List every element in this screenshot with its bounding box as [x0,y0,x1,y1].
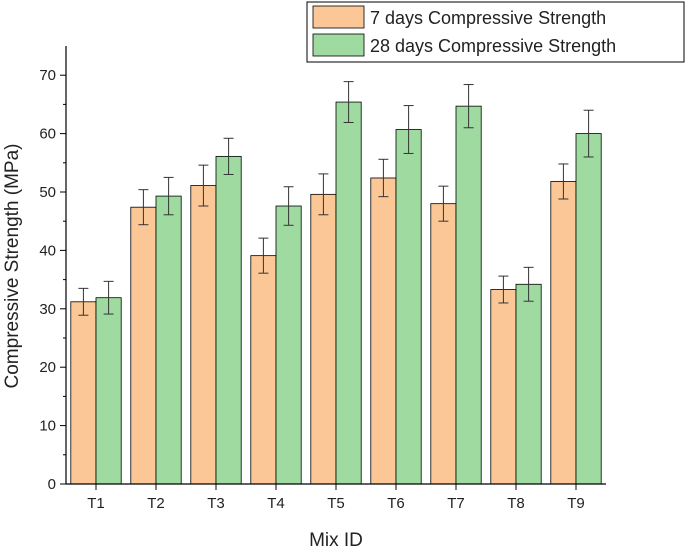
error-bars-layer [78,81,594,316]
x-tick-label-t5: T5 [327,495,345,512]
bar-t8-28-days-compressive-strength [515,283,542,485]
ticks-layer: T1 T2 T3 T4 T5 T6 T7 T8 T9 0 10 20 30 40 50 60 70 [39,67,584,512]
bar-t4-28-days-compressive-strength [275,205,302,485]
error-bar-t8-28-days-compressive-strength [523,266,534,302]
x-tick-label-t3: T3 [207,495,225,512]
bar-t8-7-days-compressive-strength [490,289,517,485]
legend-swatch-28-days [312,33,365,57]
error-bar-t1-7-days-compressive-strength [78,287,89,316]
bar-t6-7-days-compressive-strength [370,177,397,485]
error-bar-t4-7-days-compressive-strength [258,237,269,274]
bar-t2-28-days-compressive-strength [155,195,182,485]
error-bar-t7-7-days-compressive-strength [438,185,449,222]
error-bar-t4-28-days-compressive-strength [283,186,294,226]
bar-t9-28-days-compressive-strength [575,133,602,485]
bar-t2-7-days-compressive-strength [130,206,157,485]
legend-label-7-days: 7 days Compressive Strength [370,8,606,28]
y-tick-label-0: 0 [48,476,56,493]
error-bar-t9-28-days-compressive-strength [583,109,594,158]
error-bar-t5-7-days-compressive-strength [318,173,329,216]
y-tick-label-50: 50 [39,184,56,201]
x-tick-label-t9: T9 [567,495,585,512]
x-tick-label-t6: T6 [387,495,405,512]
bar-t6-28-days-compressive-strength [395,129,422,485]
error-bar-t3-28-days-compressive-strength [223,137,234,175]
bars-layer [70,101,602,485]
bar-t5-7-days-compressive-strength [310,193,337,485]
bar-t3-28-days-compressive-strength [215,155,242,485]
x-tick-label-t4: T4 [267,495,285,512]
error-bar-t8-7-days-compressive-strength [498,275,509,304]
y-tick-label-40: 40 [39,242,56,259]
error-bar-t3-7-days-compressive-strength [198,164,209,207]
legend-swatch-7-days [312,5,365,29]
error-bar-t2-7-days-compressive-strength [138,189,149,226]
legend-frame [306,1,685,63]
x-tick-label-t8: T8 [507,495,525,512]
y-tick-label-30: 30 [39,301,56,318]
error-bar-t5-28-days-compressive-strength [343,81,354,124]
error-bar-t7-28-days-compressive-strength [463,84,474,129]
y-tick-label-20: 20 [39,359,56,376]
y-tick-label-10: 10 [39,418,56,435]
error-bar-t6-28-days-compressive-strength [403,105,414,154]
y-axis-title: Compressive Strength (MPa) [2,144,23,389]
error-bar-t6-7-days-compressive-strength [378,158,389,198]
error-bar-t2-28-days-compressive-strength [163,176,174,216]
bar-t7-7-days-compressive-strength [430,203,457,485]
y-tick-label-60: 60 [39,126,56,143]
bar-t3-7-days-compressive-strength [190,185,217,485]
x-axis-title: Mix ID [309,530,363,549]
error-bar-t9-7-days-compressive-strength [558,163,569,200]
bar-t1-28-days-compressive-strength [95,297,122,485]
y-tick-label-70: 70 [39,67,56,84]
x-tick-label-t7: T7 [447,495,465,512]
x-tick-label-t1: T1 [87,495,105,512]
bar-t9-7-days-compressive-strength [550,181,577,485]
x-tick-label-t2: T2 [147,495,165,512]
bar-t1-7-days-compressive-strength [70,301,97,485]
bar-t5-28-days-compressive-strength [335,101,362,485]
error-bar-t1-28-days-compressive-strength [103,280,114,315]
bar-t7-28-days-compressive-strength [455,105,482,485]
legend: 7 days Compressive Strength 28 days Comp… [306,1,685,63]
bar-t4-7-days-compressive-strength [250,255,277,485]
legend-label-28-days: 28 days Compressive Strength [370,36,616,56]
